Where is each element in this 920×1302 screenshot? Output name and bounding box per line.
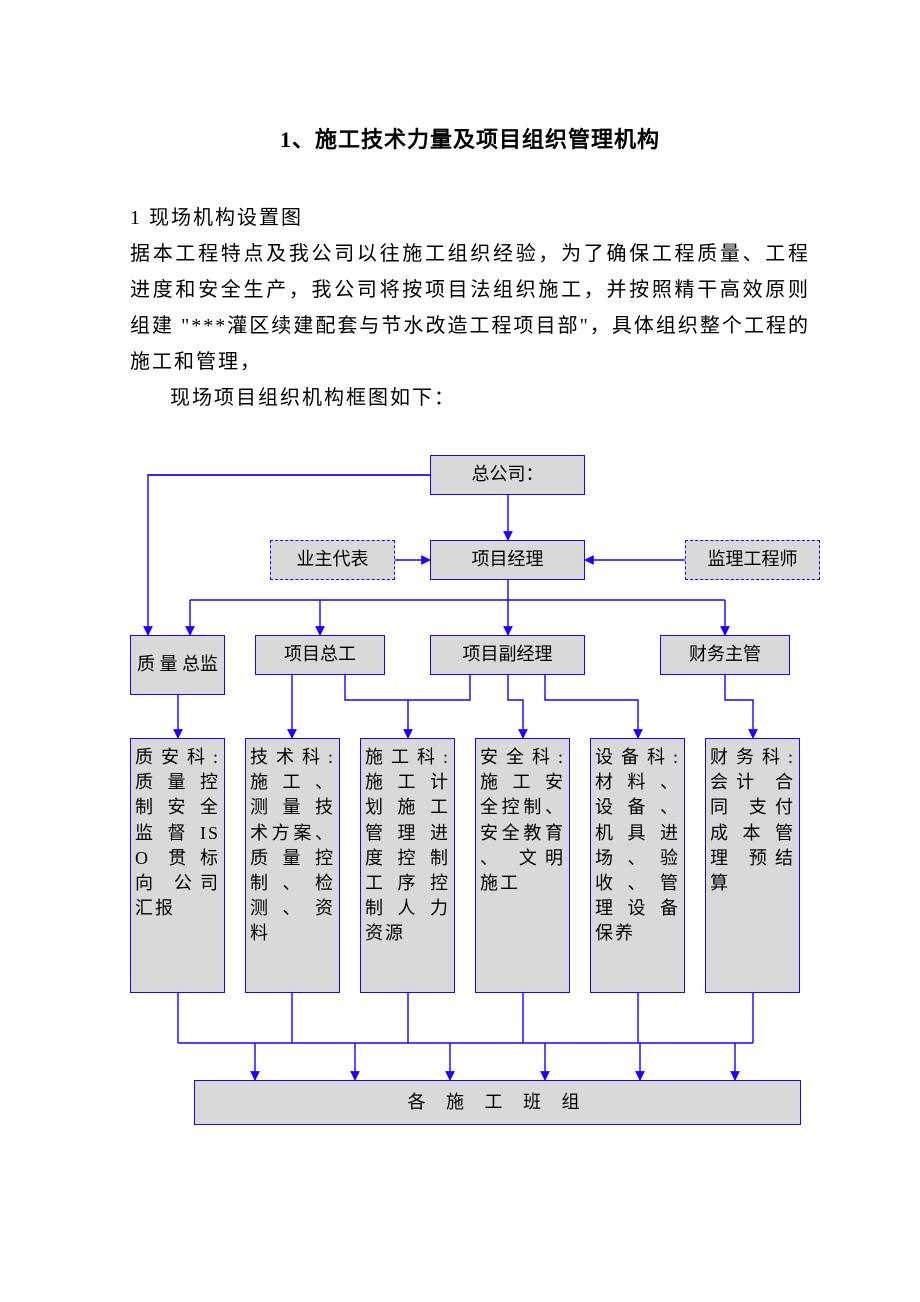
org-chart: 总公司： 业主代表项目经理 监理工程师质 量 总监 项目总工 项目副经理 财务主管质安科:…	[130, 455, 830, 1155]
org-node-label: 施工科: 施 工 计划 施 工管 理 进度 控 制工 序 控制 人 力资源	[365, 745, 450, 947]
org-node-qchief: 质 量 总监	[130, 635, 225, 695]
org-node-superv: 监理工程师	[685, 540, 820, 580]
document-page: 1、施工技术力量及项目组织管理机构 1 现场机构设置图 据本工程特点及我公司以往…	[0, 0, 920, 416]
org-node-d3: 施工科: 施 工 计划 施 工管 理 进度 控 制工 序 控制 人 力资源	[360, 738, 455, 993]
paragraph-3: 现场项目组织机构框图如下：	[130, 380, 810, 416]
org-node-hq: 总公司：	[430, 455, 585, 495]
connector	[408, 675, 470, 700]
paragraph-1: 1 现场机构设置图	[130, 200, 810, 236]
org-node-pm: 项目经理	[430, 540, 585, 580]
org-node-d2: 技术科: 施 工 、测 量 技术方案、质 量 控制 、 检测 、 资料	[245, 738, 340, 993]
connector	[345, 675, 408, 738]
org-node-vpm: 项目副经理	[430, 635, 585, 675]
org-node-d1: 质安科: 质 量 控制 安 全监 督 ISO 贯标 向 公司汇报	[130, 738, 225, 993]
org-node-label: 质 量 总监	[137, 652, 218, 677]
org-node-cte: 项目总工	[255, 635, 385, 675]
org-node-d6: 财务科: 会计 合 同 支付 成 本 管理 预结算	[705, 738, 800, 993]
page-title: 1、施工技术力量及项目组织管理机构	[130, 120, 810, 160]
org-node-label: 设备科: 材 料 、设 备 、机 具 进场 、 验收 、 管理 设 备保养	[595, 745, 680, 947]
org-node-owner: 业主代表	[270, 540, 395, 580]
org-node-d5: 设备科: 材 料 、设 备 、机 具 进场 、 验收 、 管理 设 备保养	[590, 738, 685, 993]
org-node-label: 财务科: 会计 合 同 支付 成 本 管理 预结算	[710, 745, 795, 896]
org-node-label: 技术科: 施 工 、测 量 技术方案、质 量 控制 、 检测 、 资料	[250, 745, 335, 947]
connector	[725, 675, 753, 738]
org-node-crew: 各 施 工 班 组	[194, 1080, 801, 1125]
org-node-d4: 安全科: 施 工 安全控制、安全教育 、 文明施工	[475, 738, 570, 993]
org-node-label: 质安科: 质 量 控制 安 全监 督 ISO 贯标 向 公司汇报	[135, 745, 220, 921]
paragraph-2: 据本工程特点及我公司以往施工组织经验，为了确保工程质量、工程进度和安全生产，我公…	[130, 236, 810, 380]
connector	[545, 675, 638, 738]
connector	[508, 675, 523, 738]
org-node-fin: 财务主管	[660, 635, 790, 675]
org-node-label: 安全科: 施 工 安全控制、安全教育 、 文明施工	[480, 745, 565, 896]
